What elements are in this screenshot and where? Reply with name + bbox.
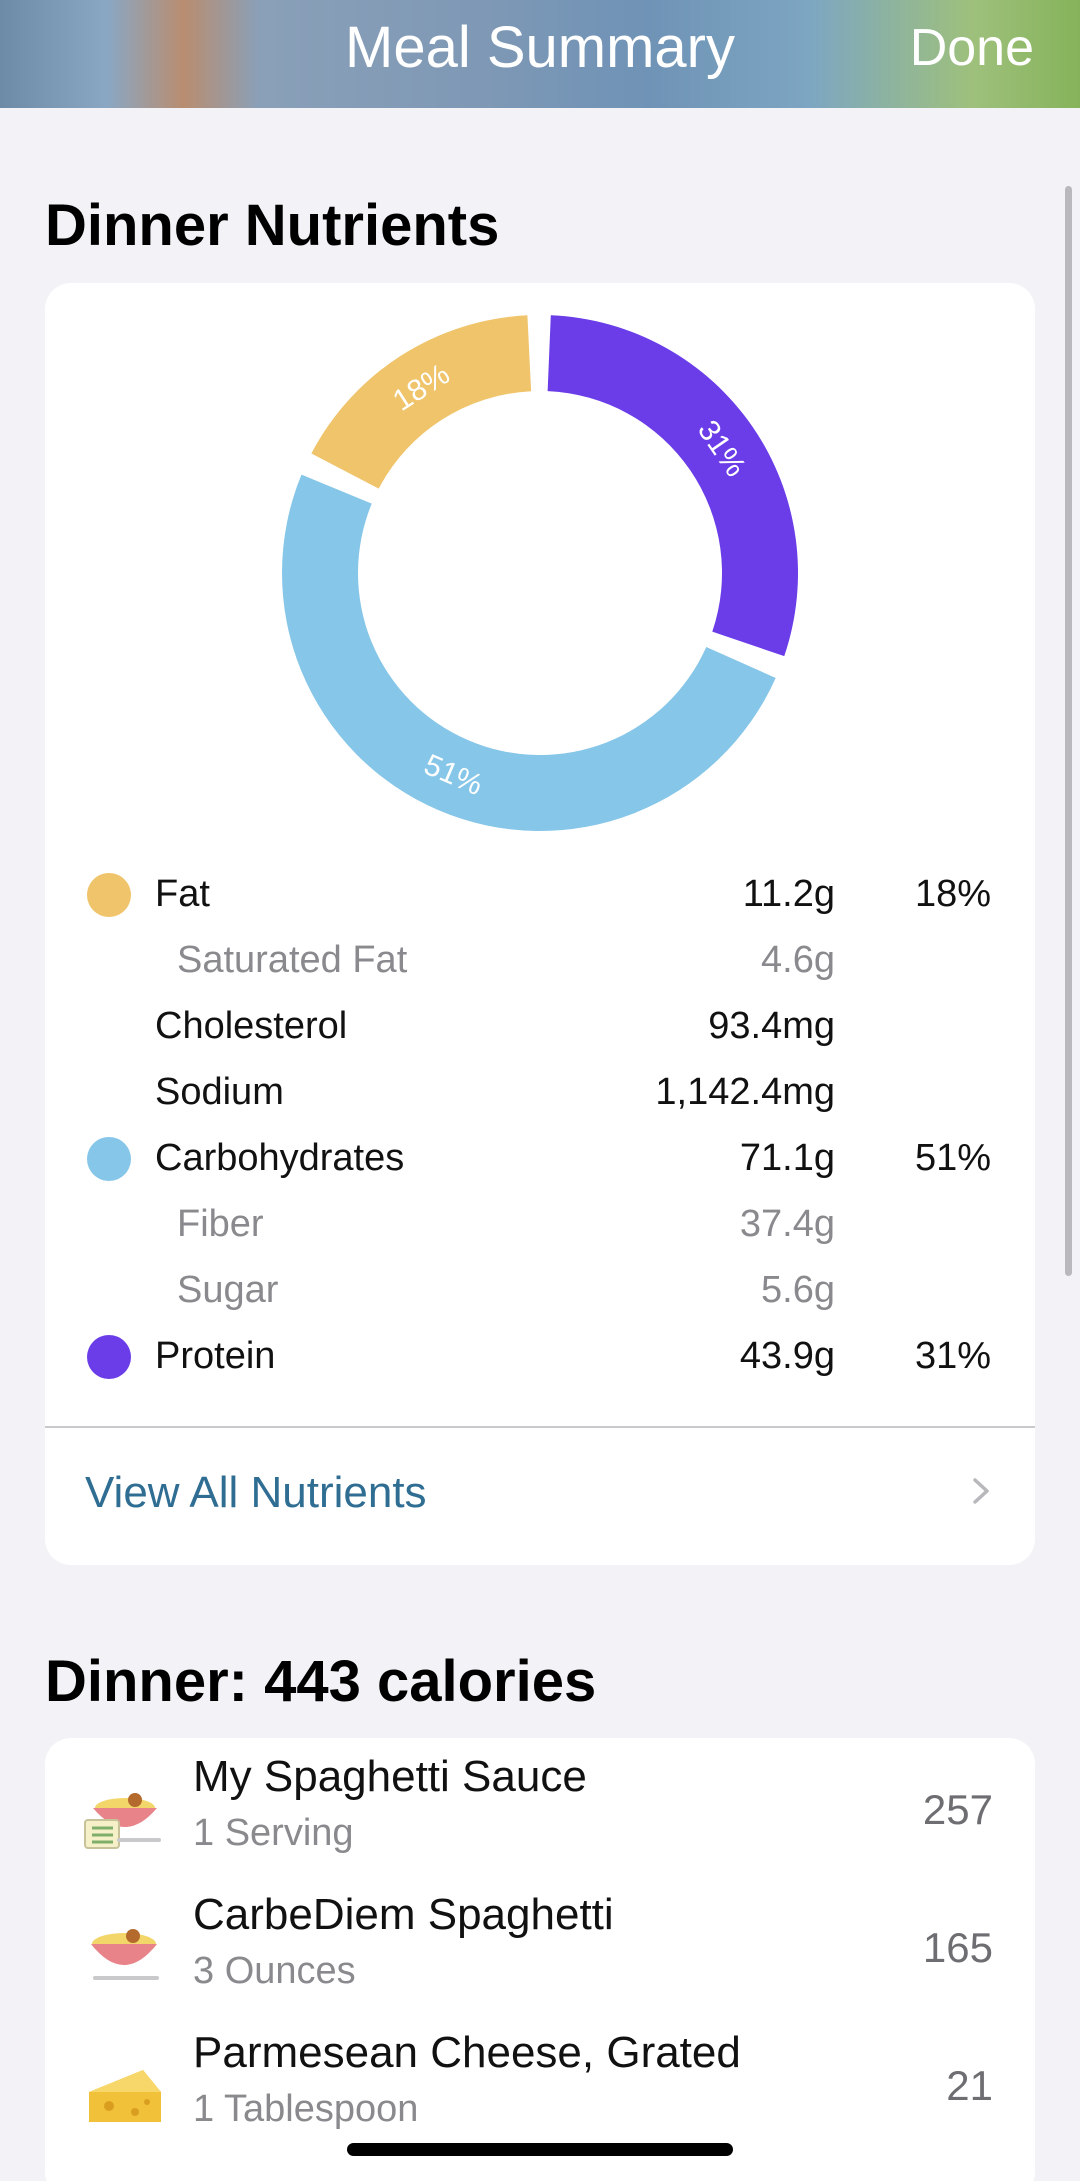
nutrient-label: Sodium — [155, 1071, 284, 1113]
food-calories: 257 — [922, 1786, 993, 1833]
pasta-bowl-icon — [83, 1914, 165, 1996]
nutrient-label: Carbohydrates — [155, 1137, 405, 1179]
nutrient-amount: 1,142.4mg — [655, 1071, 835, 1113]
nutrient-row-carbohydrates: Carbohydrates 71.1g 51% — [45, 1125, 1035, 1191]
chevron-right-icon — [973, 1478, 989, 1504]
food-quantity: 1 Tablespoon — [193, 2088, 419, 2130]
home-indicator[interactable] — [347, 2143, 733, 2156]
divider — [45, 1426, 1035, 1428]
nutrient-amount: 71.1g — [739, 1137, 835, 1179]
nutrients-card: 18% 31% 51% Fat 11.2g 18% Saturated Fat 4.6g Ch… — [45, 283, 1035, 1565]
nutrient-amount: 43.9g — [739, 1335, 835, 1377]
nutrients-section-title: Dinner Nutrients — [45, 193, 500, 258]
donut-slice-carbohydrates — [281, 474, 776, 832]
nutrient-label: Saturated Fat — [177, 939, 408, 981]
food-list-card: My Spaghetti Sauce 1 Serving 257 CarbeDi… — [45, 1738, 1035, 2181]
food-calories: 21 — [946, 2062, 993, 2109]
legend-dot — [87, 873, 131, 917]
nutrient-percent: 51% — [914, 1137, 991, 1179]
food-calories: 165 — [922, 1924, 993, 1971]
page-title: Meal Summary — [345, 15, 735, 80]
nav-header: Meal Summary Done — [0, 0, 1080, 108]
nutrient-amount: 37.4g — [739, 1203, 835, 1245]
scrollbar[interactable] — [1065, 186, 1072, 1276]
nutrient-row-sodium: Sodium 1,142.4mg — [45, 1059, 1035, 1125]
nutrient-label: Sugar — [177, 1269, 279, 1311]
donut-slice-protein — [547, 315, 798, 657]
food-name: Parmesean Cheese, Grated — [193, 2028, 741, 2077]
nutrient-list: Fat 11.2g 18% Saturated Fat 4.6g Cholesterol 9… — [45, 861, 1035, 1389]
view-all-nutrients-button[interactable]: View All Nutrients — [45, 1428, 1035, 1565]
nutrient-row-sugar: Sugar 5.6g — [45, 1257, 1035, 1323]
food-name: My Spaghetti Sauce — [193, 1752, 587, 1801]
nutrient-label: Fiber — [177, 1203, 264, 1245]
food-name: CarbeDiem Spaghetti — [193, 1890, 614, 1939]
macro-donut-chart: 18%31%51% — [281, 315, 798, 832]
food-item[interactable]: My Spaghetti Sauce 1 Serving 257 — [45, 1738, 1035, 1876]
food-quantity: 3 Ounces — [193, 1950, 356, 1992]
food-quantity: 1 Serving — [193, 1812, 354, 1854]
cheese-icon — [83, 2052, 165, 2134]
recipe-bowl-icon — [83, 1776, 165, 1858]
nutrient-row-saturated-fat: Saturated Fat 4.6g — [45, 927, 1035, 993]
nutrient-amount: 5.6g — [761, 1269, 835, 1311]
nutrient-amount: 4.6g — [761, 939, 835, 981]
food-item[interactable]: CarbeDiem Spaghetti 3 Ounces 165 — [45, 1876, 1035, 2014]
dinner-section-title: Dinner: 443 calories — [45, 1649, 597, 1714]
done-button[interactable]: Done — [909, 19, 1034, 77]
nutrient-label: Cholesterol — [155, 1005, 348, 1047]
nutrient-row-fiber: Fiber 37.4g — [45, 1191, 1035, 1257]
nutrient-amount: 11.2g — [742, 873, 835, 915]
nutrient-label: Protein — [155, 1335, 276, 1377]
nutrient-row-fat: Fat 11.2g 18% — [45, 861, 1035, 927]
nutrient-percent: 18% — [914, 873, 991, 915]
view-all-nutrients-label: View All Nutrients — [85, 1468, 427, 1517]
legend-dot — [87, 1137, 131, 1181]
food-item[interactable]: Parmesean Cheese, Grated 1 Tablespoon 21 — [45, 2014, 1035, 2152]
nutrient-amount: 93.4mg — [708, 1005, 835, 1047]
nutrient-row-protein: Protein 43.9g 31% — [45, 1323, 1035, 1389]
nutrient-percent: 31% — [914, 1335, 991, 1377]
nutrient-label: Fat — [155, 873, 210, 915]
donut-slice-fat — [311, 315, 532, 489]
nutrient-row-cholesterol: Cholesterol 93.4mg — [45, 993, 1035, 1059]
legend-dot — [87, 1335, 131, 1379]
